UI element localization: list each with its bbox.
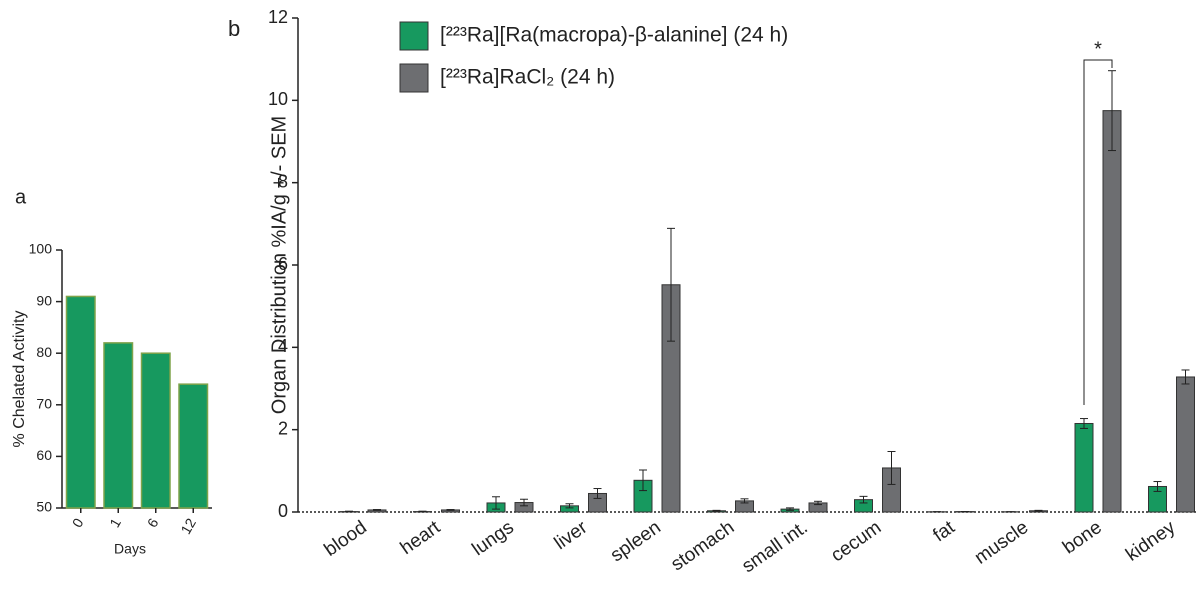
error-bar (565, 503, 574, 509)
y-tick-label: 100 (29, 241, 53, 257)
y-tick-label: 6 (278, 254, 288, 274)
y-tick-label: 0 (278, 501, 288, 521)
y-tick-label: 8 (278, 171, 288, 191)
error-bar (639, 469, 647, 492)
error-bar (1181, 369, 1190, 385)
error-bar (712, 509, 721, 512)
error-bar (345, 510, 353, 513)
significance-bracket (1083, 59, 1113, 405)
bar (1176, 376, 1195, 513)
x-tick-label: muscle (971, 517, 1032, 569)
error-bar (740, 498, 749, 504)
error-bar (667, 227, 675, 342)
y-axis-label: Organ Distribution %IA/g +/- SEM (268, 116, 290, 414)
panel-label: a (15, 186, 27, 208)
panel-label: b (228, 16, 240, 41)
x-tick-label: 12 (177, 515, 199, 537)
x-tick-label: cecum (827, 517, 885, 566)
x-tick-label: small int. (738, 517, 811, 577)
error-bar (1108, 70, 1116, 152)
bar (103, 342, 134, 509)
bar (178, 383, 209, 509)
y-tick-label: 2 (278, 418, 288, 438)
y-tick-label: 90 (36, 292, 52, 308)
error-bar (887, 450, 896, 485)
legend-swatch (399, 63, 429, 93)
bar (140, 352, 171, 509)
error-bar (814, 500, 822, 506)
y-tick-label: 12 (268, 7, 288, 27)
error-bar (1153, 481, 1162, 492)
y-tick-label: 80 (36, 344, 52, 360)
error-bar (786, 507, 794, 511)
error-bar (446, 509, 455, 511)
y-tick-label: 50 (36, 499, 52, 515)
x-tick-label: fat (929, 517, 959, 547)
x-tick-label: 6 (144, 515, 162, 530)
error-bar (373, 509, 381, 511)
legend-label: [²²³Ra]RaCl₂ (24 h) (440, 66, 615, 89)
error-bar (492, 496, 500, 510)
x-tick-label: spleen (607, 517, 665, 566)
significance-label: * (1094, 38, 1102, 60)
x-tick-label: 0 (69, 515, 87, 530)
x-tick-label: 1 (106, 515, 124, 530)
error-bar (418, 510, 427, 513)
x-tick-label: stomach (667, 517, 738, 575)
error-bar (593, 488, 602, 499)
legend-label: [²²³Ra][Ra(macropa)-β-alanine] (24 h) (440, 24, 788, 47)
x-tick-label: liver (551, 517, 592, 555)
error-bar (1034, 509, 1043, 512)
bar (65, 295, 96, 509)
x-tick-label: kidney (1122, 517, 1179, 566)
bar (1074, 422, 1094, 513)
y-axis-label: % Chelated Activity (11, 311, 28, 448)
error-bar (1080, 418, 1088, 429)
y-tick-label: 60 (36, 447, 52, 463)
x-axis-label: Days (114, 541, 146, 557)
x-tick-label: lungs (468, 517, 517, 560)
y-tick-label: 10 (268, 89, 288, 109)
error-bar (520, 498, 528, 507)
y-tick-label: 70 (36, 396, 52, 412)
legend-swatch (399, 21, 429, 51)
x-tick-label: blood (321, 517, 371, 561)
x-tick-label: bone (1059, 517, 1106, 558)
y-tick-label: 4 (278, 336, 288, 356)
x-tick-label: heart (397, 517, 445, 559)
bar (1102, 110, 1122, 513)
error-bar (859, 495, 868, 504)
